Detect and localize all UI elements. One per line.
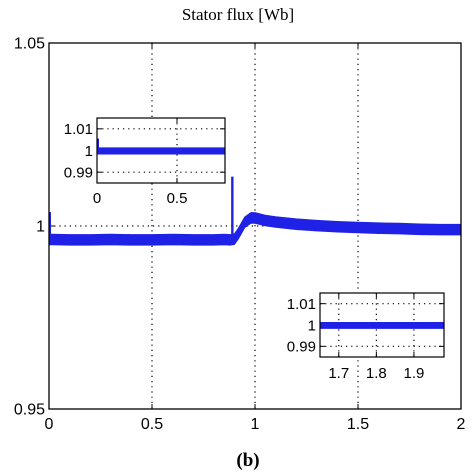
inset-end-x-tick-label: 1.7 [328,365,349,382]
inset-start-y-tick-label: 1.01 [64,121,93,138]
inset-end-y-tick-label: 1 [308,317,316,334]
inset-end-y-tick-label: 0.99 [287,339,316,356]
inset-start-x-tick-label: 0 [93,190,101,207]
inset-start-frame [96,117,226,184]
main-x-tick-label: 0 [45,416,54,433]
chart-title: Stator flux [Wb] [182,5,294,24]
inset-end-x-tick-label: 1.9 [404,365,425,382]
inset-start: 0 0.5 1.01 1 0.99 [64,117,226,207]
main-x-tick-label: 2 [457,416,466,433]
inset-start-x-tick-label: 0.5 [167,190,188,207]
inset-end-y-tick-label: 1.01 [287,296,316,313]
main-y-tick-label: 1 [36,219,45,236]
inset-start-y-tick-label: 0.99 [64,164,93,181]
main-y-tick-label: 1.05 [14,36,45,53]
main-y-tick-label: 0.95 [14,402,45,419]
main-x-tick-label: 1 [251,416,260,433]
main-x-tick-label: 1.5 [347,416,369,433]
inset-end-series-line [319,321,445,329]
inset-start-y-tick-label: 1 [85,143,93,160]
inset-start-series-line [96,147,226,155]
main-plot: 0 0.5 1 1.5 2 0.95 1 1.05 [14,36,466,433]
inset-end: 1.7 1.8 1.9 1.01 1 0.99 [287,292,445,382]
figure-caption: (b) [236,450,259,471]
inset-end-x-tick-label: 1.8 [366,365,387,382]
main-x-tick-label: 0.5 [141,416,163,433]
main-axes-frame [48,42,462,410]
inset-end-frame [319,292,445,358]
